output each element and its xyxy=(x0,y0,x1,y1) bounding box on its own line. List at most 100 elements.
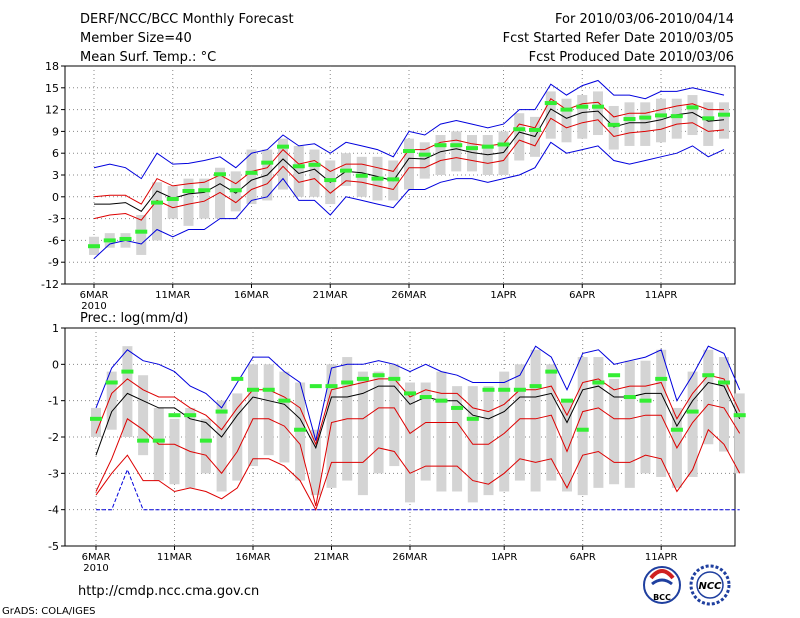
temp-median-marker xyxy=(88,244,100,249)
temp-lower-line xyxy=(93,117,725,221)
precip-spread-box xyxy=(263,364,274,456)
temp-x-year-label: 2010 xyxy=(81,301,106,312)
temp-median-marker xyxy=(245,170,258,175)
precip-spread-box xyxy=(452,386,463,492)
precip-median-marker xyxy=(451,405,464,410)
temp-median-marker xyxy=(529,127,541,132)
temp-x-tick-label: 11MAR xyxy=(155,290,190,301)
temp-median-marker xyxy=(277,144,289,149)
precip-median-marker xyxy=(341,380,354,385)
precip-spread-box xyxy=(200,418,211,474)
temp-spread-box xyxy=(246,149,257,205)
precip-y-tick-label: 1 xyxy=(52,322,59,335)
temp-spread-box xyxy=(498,131,509,175)
temp-median-marker xyxy=(371,176,384,181)
temp-spread-box xyxy=(703,102,714,146)
precip-median-marker xyxy=(356,376,369,381)
precip-median-marker xyxy=(545,369,558,374)
precip-y-tick-label: -2 xyxy=(48,431,59,444)
temp-median-marker xyxy=(670,114,683,119)
precip-spread-box xyxy=(562,400,572,492)
temp-spread-box xyxy=(451,131,462,172)
temp-median-marker xyxy=(513,127,526,132)
temp-median-marker xyxy=(135,229,148,234)
temp-spread-box xyxy=(183,178,194,226)
precip-x-tick-label: 26MAR xyxy=(392,552,427,563)
temp-x-tick-label: 6APR xyxy=(569,290,595,301)
temp-spread-box xyxy=(577,95,588,139)
precip-y-tick-label: -4 xyxy=(48,504,59,517)
precip-spread-box xyxy=(106,371,117,430)
precip-median-marker xyxy=(513,387,526,392)
precip-x-year-label: 2010 xyxy=(83,563,108,574)
precip-spread-box xyxy=(593,357,604,488)
precip-median-marker xyxy=(168,413,181,418)
temp-median-marker xyxy=(198,188,211,193)
source-url[interactable]: http://cmdp.ncc.cma.gov.cn xyxy=(78,584,259,599)
temp-median-marker xyxy=(229,188,242,193)
temp-median-marker xyxy=(214,172,226,177)
precip-median-marker xyxy=(294,427,307,432)
temp-y-tick-label: 18 xyxy=(45,60,59,73)
precip-spread-box xyxy=(530,349,541,492)
temp-median-marker xyxy=(702,116,715,121)
temp-spread-box xyxy=(419,142,430,179)
forecast-period-label: For 2010/03/06-2010/04/14 xyxy=(555,12,734,27)
precip-x-tick-label: 16MAR xyxy=(235,552,270,563)
temp-median-marker xyxy=(261,160,274,165)
precip-spread-box xyxy=(248,364,258,467)
precip-spread-box xyxy=(624,360,635,488)
precip-spread-box xyxy=(405,382,415,503)
precip-median-marker xyxy=(278,398,291,403)
temp-spread-box xyxy=(608,105,619,150)
temp-spread-box xyxy=(467,135,477,172)
chart-title: DERF/NCC/BCC Monthly Forecast xyxy=(80,12,294,27)
precip-spread-box xyxy=(389,364,400,467)
precip-median-marker xyxy=(686,409,699,414)
precip-median-marker xyxy=(137,438,150,443)
bcc-logo: BCC xyxy=(643,566,681,604)
precip-median-marker xyxy=(639,398,652,403)
precip-median-marker xyxy=(670,427,683,432)
precip-lower-line xyxy=(95,403,741,507)
temp-x-tick-label: 11APR xyxy=(645,290,678,301)
temp-spread-box xyxy=(136,214,147,255)
precip-spread-box xyxy=(640,360,651,474)
temp-median-marker xyxy=(466,146,478,151)
temp-median-marker xyxy=(607,122,620,127)
temp-x-tick-label: 21MAR xyxy=(313,290,348,301)
precip-median-marker xyxy=(404,391,416,396)
precip-spread-box xyxy=(357,371,368,496)
temp-median-marker xyxy=(576,104,589,109)
temp-median-marker xyxy=(418,152,431,157)
precip-median-marker xyxy=(529,384,542,389)
precip-spread-box xyxy=(216,400,227,492)
precip-upper-line xyxy=(95,374,741,446)
temp-spread-box xyxy=(561,98,572,143)
precip-title: Prec.: log(mm/d) xyxy=(80,311,188,326)
precip-spread-box xyxy=(420,382,431,481)
precip-median-marker xyxy=(121,369,134,374)
precip-median-marker xyxy=(718,380,730,385)
precip-min-line xyxy=(96,468,740,511)
refer-date-label: Fcst Started Refer Date 2010/03/05 xyxy=(503,31,734,46)
temp-median-marker xyxy=(103,238,116,243)
temp-median-marker xyxy=(324,178,337,183)
precip-median-marker xyxy=(199,438,212,443)
precip-x-tick-label: 11MAR xyxy=(157,552,192,563)
precip-spread-box xyxy=(185,407,196,488)
temp-y-tick-label: -6 xyxy=(48,234,59,247)
temp-spread-box xyxy=(671,98,682,139)
temp-spread-box xyxy=(545,91,556,139)
precip-spread-box xyxy=(169,418,180,485)
precip-median-marker xyxy=(215,409,228,414)
precip-spread-box xyxy=(703,349,714,445)
temp-spread-box xyxy=(309,149,320,197)
bcc-logo-text: BCC xyxy=(653,593,671,602)
precip-x-tick-label: 1APR xyxy=(491,552,517,563)
precip-spread-box xyxy=(499,371,510,492)
temp-median-marker xyxy=(292,164,305,169)
